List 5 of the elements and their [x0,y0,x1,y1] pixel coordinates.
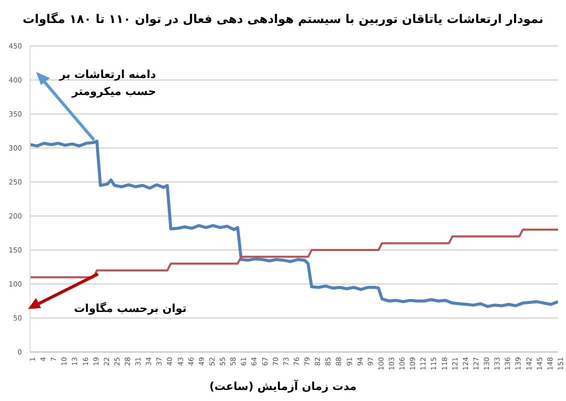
x-axis-title: مدت زمان آزمایش (ساعت) [208,380,358,393]
chart-title: نمودار ارتعاشات یاتاقان توربین با سیستم هوادهی دهی فعال در توان ۱۱۰ تا ۱۸۰ مگاوات [22,12,544,26]
annotation: دامنه ارتعاشات بر حسب میکرومتر [58,67,156,100]
line-series [30,228,558,278]
annotation: توان برحسب مگاوات [74,302,187,315]
